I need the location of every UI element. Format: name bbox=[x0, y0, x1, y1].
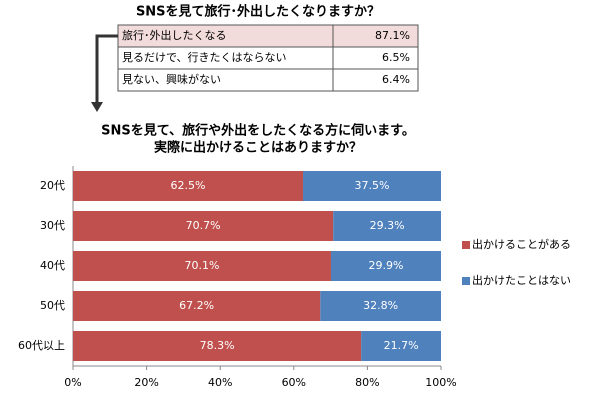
x-tick-label: 0% bbox=[64, 376, 81, 389]
arrow-head bbox=[91, 102, 103, 112]
x-tick-label: 40% bbox=[208, 376, 232, 389]
cell: 6.4% bbox=[382, 73, 410, 86]
x-tick-label: 80% bbox=[355, 376, 379, 389]
legend-label: 出かけたことはない bbox=[472, 273, 571, 287]
cell: 6.5% bbox=[382, 51, 410, 64]
legend-swatch bbox=[462, 277, 470, 285]
value-label: 67.2% bbox=[179, 299, 214, 312]
value-label: 70.1% bbox=[185, 259, 220, 272]
value-label: 21.7% bbox=[384, 339, 419, 352]
x-tick-label: 100% bbox=[425, 376, 456, 389]
legend-label: 出かけることがある bbox=[472, 237, 571, 251]
chart-title: 実際に出かけることはありますか？ bbox=[154, 140, 362, 156]
bar-segment bbox=[361, 331, 441, 361]
table-title: SNSを見て旅行･外出したくなりますか？ bbox=[136, 4, 380, 20]
y-tick-label: 40代 bbox=[40, 259, 65, 272]
bar-segment bbox=[73, 211, 334, 241]
cell: 87.1% bbox=[375, 29, 410, 42]
bar-segment bbox=[320, 291, 441, 321]
x-tick-label: 60% bbox=[282, 376, 306, 389]
legend-swatch bbox=[462, 241, 470, 249]
cell: 旅行･外出したくなる bbox=[122, 28, 227, 42]
value-label: 62.5% bbox=[171, 179, 206, 192]
bar-segment bbox=[73, 331, 362, 361]
value-label: 32.8% bbox=[363, 299, 398, 312]
bar-segment bbox=[330, 251, 441, 281]
bar-segment bbox=[73, 251, 331, 281]
value-label: 37.5% bbox=[355, 179, 390, 192]
cell: 見るだけで、行きたくはならない bbox=[122, 51, 287, 64]
bar-segment bbox=[73, 171, 303, 201]
value-label: 29.9% bbox=[369, 259, 404, 272]
bar-segment bbox=[333, 211, 441, 241]
bar-segment bbox=[303, 171, 441, 201]
arrow bbox=[95, 34, 118, 104]
x-tick-label: 20% bbox=[134, 376, 158, 389]
highlight-row bbox=[118, 25, 418, 47]
table: 旅行･外出したくなる 87.1% 見るだけで、行きたくはならない 6.5% 見な… bbox=[117, 24, 419, 92]
value-label: 70.7% bbox=[186, 219, 221, 232]
cell: 見ない、興味がない bbox=[122, 72, 221, 86]
table-border bbox=[117, 24, 419, 92]
chart-title: SNSを見て、旅行や外出をしたくなる方に伺います。 bbox=[101, 123, 415, 139]
y-tick-label: 20代 bbox=[40, 179, 65, 192]
y-tick-label: 60代以上 bbox=[18, 339, 65, 352]
value-label: 78.3% bbox=[200, 339, 235, 352]
y-tick-label: 30代 bbox=[40, 219, 65, 232]
y-tick-label: 50代 bbox=[40, 299, 65, 312]
value-label: 29.3% bbox=[370, 219, 405, 232]
bar-segment bbox=[73, 291, 321, 321]
